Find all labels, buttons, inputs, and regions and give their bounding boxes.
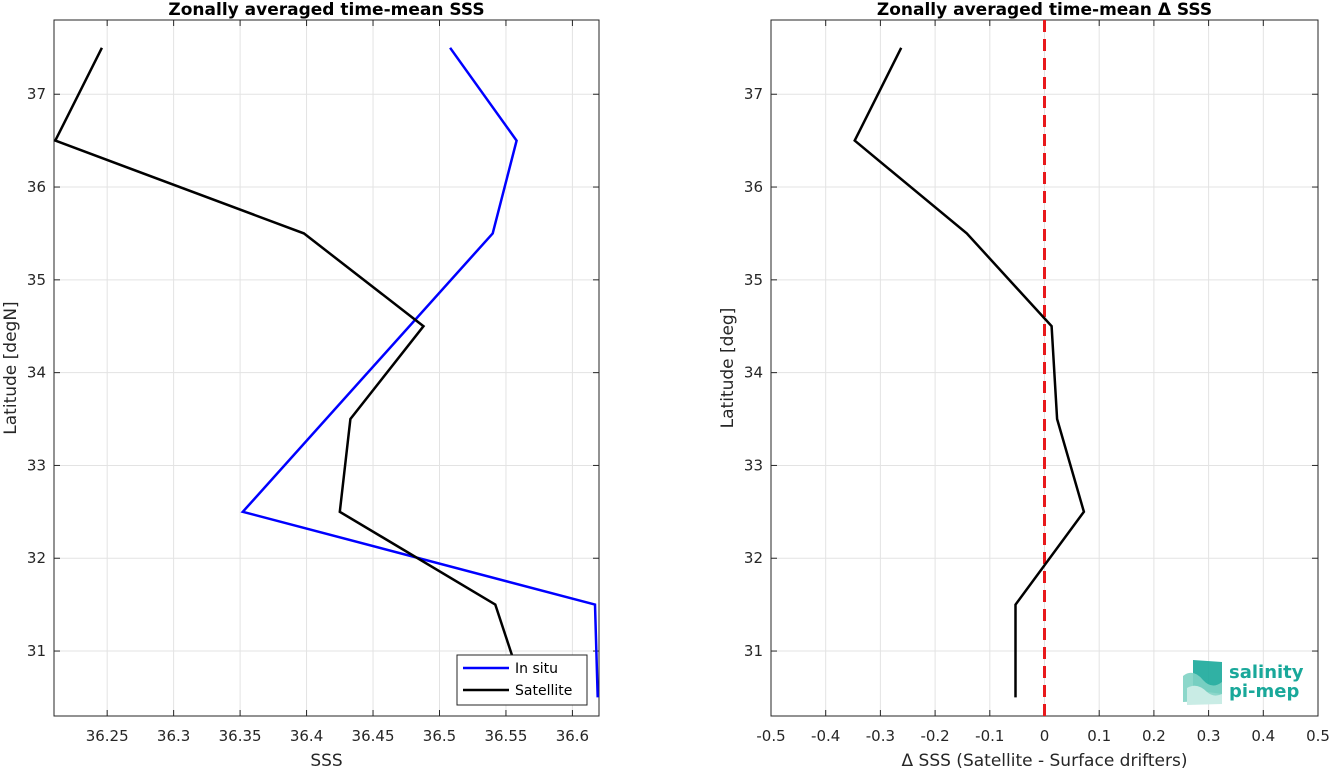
series-line-in-situ — [240, 47, 599, 698]
y-tick-label: 37 — [27, 85, 46, 103]
y-tick-label: 31 — [744, 642, 763, 660]
logo-line1: salinity — [1229, 662, 1304, 683]
y-tick-label: 33 — [744, 456, 763, 474]
y-tick-label: 36 — [27, 178, 46, 196]
x-tick-label: 0 — [1040, 727, 1050, 745]
y-tick-label: 32 — [27, 549, 46, 567]
y-axis-label: Latitude [degN] — [1, 301, 21, 434]
y-tick-label: 34 — [744, 364, 763, 382]
x-tick-label: 36.4 — [290, 727, 323, 745]
chart-title: Zonally averaged time-mean SSS — [168, 0, 484, 20]
y-tick-label: 33 — [27, 456, 46, 474]
x-tick-label: 36.5 — [423, 727, 456, 745]
y-tick-label: 34 — [27, 364, 46, 382]
x-tick-label: -0.1 — [975, 727, 1004, 745]
x-tick-label: 36.25 — [86, 727, 129, 745]
x-axis-label: SSS — [310, 751, 342, 769]
x-tick-label: 0.2 — [1142, 727, 1166, 745]
x-tick-label: 36.55 — [484, 727, 527, 745]
delta-sss-profile-panel: -0.5 -0.4 -0.3 -0.2 -0.1 0 0.1 0.2 0.3 0.4 0.5 31 32… — [718, 0, 1330, 769]
y-tick-label: 36 — [744, 178, 763, 196]
legend-box — [456, 654, 588, 706]
logo-wave-icon — [1187, 685, 1222, 705]
series-line-0 — [853, 47, 1086, 698]
y-tick-label: 32 — [744, 549, 763, 567]
y-tick-label: 35 — [27, 271, 46, 289]
legend-label: Satellite — [515, 683, 572, 699]
x-tick-label: 0.1 — [1087, 727, 1111, 745]
x-tick-label: -0.3 — [866, 727, 895, 745]
x-tick-label: -0.4 — [811, 727, 840, 745]
x-tick-label: 0.4 — [1251, 727, 1275, 745]
x-tick-label: 36.35 — [219, 727, 262, 745]
logo-line2: pi-mep — [1229, 681, 1299, 702]
y-tick-label: 31 — [27, 642, 46, 660]
x-tick-label: -0.2 — [920, 727, 949, 745]
x-tick-label: 36.6 — [556, 727, 589, 745]
y-tick-label: 35 — [744, 271, 763, 289]
x-axis-label: Δ SSS (Satellite - Surface drifters) — [902, 751, 1188, 769]
x-tick-label: 0.3 — [1197, 727, 1221, 745]
x-tick-label: 36.45 — [352, 727, 395, 745]
sss-profile-panel: 36.25 36.3 36.35 36.4 36.45 36.5 36.55 36.6 31 32… — [1, 0, 600, 769]
series-line-satellite — [53, 47, 528, 698]
legend-label: In situ — [515, 661, 558, 677]
x-tick-label: 0.5 — [1306, 727, 1330, 745]
x-tick-label: -0.5 — [756, 727, 785, 745]
y-axis-label: Latitude [deg] — [718, 308, 738, 429]
axes-box — [53, 19, 600, 717]
chart-title: Zonally averaged time-mean Δ SSS — [877, 0, 1212, 20]
x-tick-label: 36.3 — [157, 727, 190, 745]
y-tick-label: 37 — [744, 85, 763, 103]
